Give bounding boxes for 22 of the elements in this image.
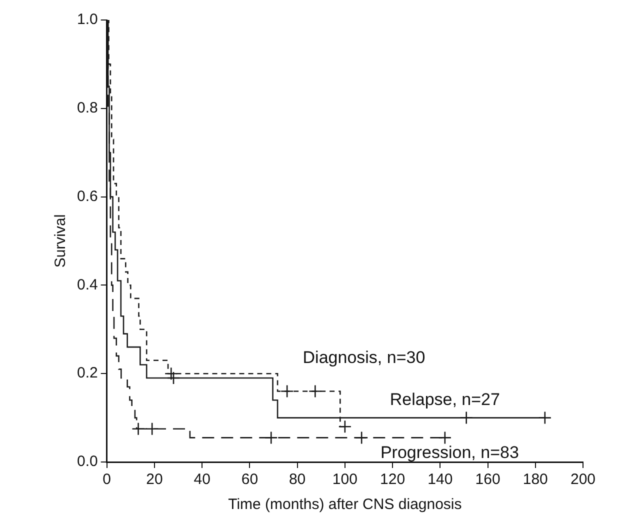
x-tick-label: 180 (522, 471, 548, 488)
y-tick-label: 0.6 (76, 188, 98, 205)
y-axis-title: Survival (52, 214, 70, 268)
series-label: Relapse, n=27 (390, 390, 500, 409)
x-tick-label: 0 (102, 471, 112, 488)
x-tick-label: 160 (475, 471, 500, 488)
y-tick-label: 0.8 (76, 100, 98, 117)
x-tick-label: 40 (194, 471, 210, 488)
series-label: Progression, n=83 (380, 442, 519, 462)
x-tick-label: 140 (428, 471, 453, 488)
x-tick-label: 100 (332, 471, 358, 488)
x-axis-title: Time (months) after CNS diagnosis (228, 496, 462, 514)
y-tick-label: 0.2 (76, 364, 98, 382)
y-tick-label: 0.4 (76, 276, 98, 294)
y-tick-label: 1.0 (76, 11, 98, 28)
series-label: Diagnosis, n=30 (302, 348, 426, 367)
x-tick-label: 120 (380, 471, 406, 488)
x-tick-label: 20 (146, 471, 163, 488)
x-tick-label: 80 (288, 471, 306, 488)
y-tick-label: 0.0 (76, 453, 98, 470)
x-tick-label: 60 (241, 471, 258, 488)
x-tick-label: 200 (570, 471, 596, 488)
